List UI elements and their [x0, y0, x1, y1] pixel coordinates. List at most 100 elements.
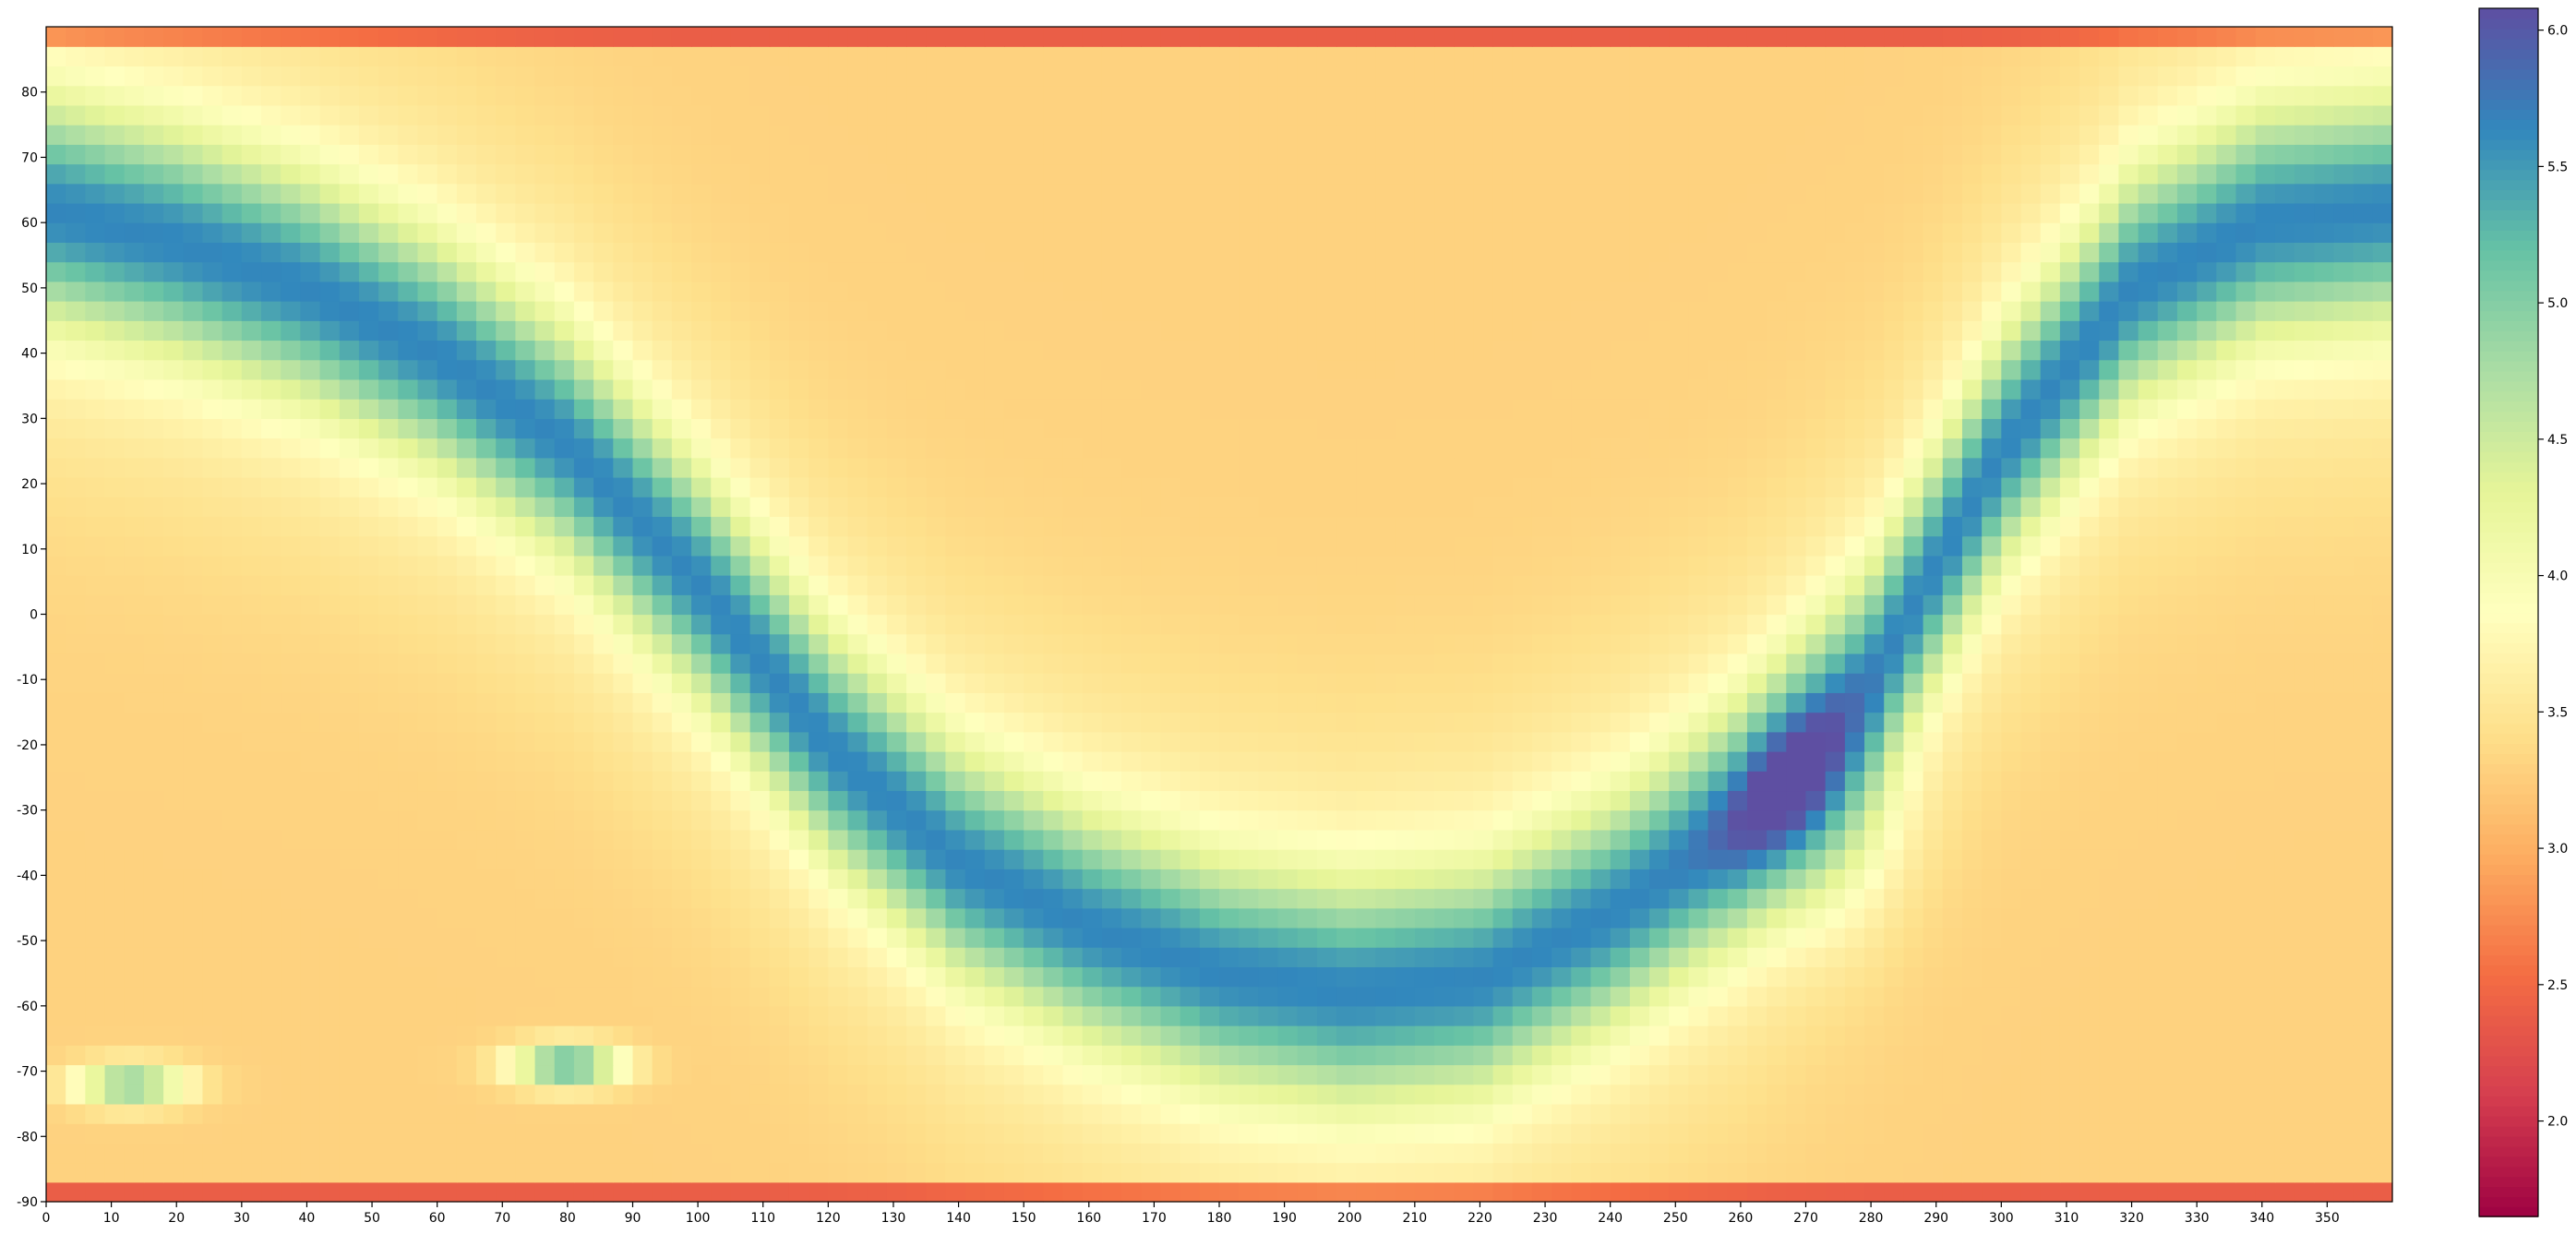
heatmap-cell	[1688, 888, 1709, 909]
heatmap-cell	[2020, 1181, 2042, 1203]
heatmap-cell	[1844, 535, 1865, 557]
heatmap-cell	[593, 633, 614, 654]
heatmap-cell	[1043, 1162, 1064, 1183]
heatmap-cell	[573, 1025, 594, 1046]
heatmap-cell	[1707, 516, 1729, 537]
heatmap-cell	[1786, 457, 1807, 478]
heatmap-cell	[573, 849, 594, 869]
heatmap-cell	[554, 594, 575, 616]
heatmap-cell	[945, 869, 966, 890]
heatmap-cell	[339, 692, 360, 713]
heatmap-cell	[66, 966, 86, 988]
heatmap-cell	[2079, 1084, 2100, 1105]
heatmap-cell	[1942, 888, 1963, 909]
heatmap-cell	[1727, 849, 1748, 869]
heatmap-cell	[984, 869, 1005, 890]
heatmap-cell	[965, 927, 986, 948]
heatmap-cell	[1961, 1103, 1983, 1124]
heatmap-cell	[1746, 966, 1767, 988]
heatmap-cell	[1454, 986, 1474, 1007]
heatmap-cell	[1297, 809, 1318, 831]
heatmap-cell	[2255, 1143, 2276, 1164]
heatmap-cell	[104, 869, 126, 890]
heatmap-cell	[906, 1143, 927, 1164]
heatmap-cell	[2118, 849, 2139, 869]
heatmap-cell	[1649, 986, 1670, 1007]
heatmap-cell	[1864, 869, 1885, 890]
heatmap-cell	[788, 653, 809, 674]
heatmap-cell	[1844, 1162, 1865, 1183]
heatmap-cell	[711, 907, 732, 928]
heatmap-cell	[1629, 516, 1650, 537]
heatmap-cell	[124, 1143, 145, 1164]
heatmap-cell	[2099, 947, 2120, 967]
heatmap-cell	[1746, 516, 1767, 537]
heatmap-cell	[1356, 497, 1377, 518]
heatmap-cell	[1297, 927, 1318, 948]
heatmap-cell	[847, 809, 869, 831]
heatmap-cell	[1864, 1103, 1885, 1124]
heatmap-cell	[2059, 751, 2080, 772]
heatmap-cell	[222, 927, 243, 948]
heatmap-cell	[1473, 535, 1494, 557]
heatmap-cell	[183, 907, 204, 928]
heatmap-cell	[456, 555, 477, 576]
heatmap-cell	[300, 731, 321, 752]
heatmap-cell	[965, 594, 986, 616]
heatmap-cell	[613, 1084, 634, 1105]
heatmap-cell	[1707, 1025, 1729, 1046]
heatmap-cell	[2079, 947, 2100, 967]
heatmap-cell	[554, 692, 575, 713]
heatmap-cell	[281, 476, 301, 497]
heatmap-cell	[1571, 869, 1592, 890]
heatmap-cell	[2333, 829, 2354, 850]
heatmap-cell	[163, 947, 184, 967]
heatmap-cell	[1629, 1025, 1650, 1046]
heatmap-cell	[1727, 907, 1748, 928]
heatmap-cell	[1767, 1162, 1787, 1183]
heatmap-cell	[261, 516, 282, 537]
heatmap-cell	[358, 907, 379, 928]
heatmap-cell	[2138, 731, 2159, 752]
heatmap-cell	[749, 1181, 771, 1203]
heatmap-cell	[613, 1181, 634, 1203]
heatmap-cell	[1649, 535, 1670, 557]
heatmap-cell	[1825, 516, 1846, 537]
heatmap-cell	[1239, 516, 1259, 537]
heatmap-cell	[788, 1181, 809, 1203]
heatmap-cell	[1786, 1045, 1807, 1066]
heatmap-cell	[261, 437, 282, 459]
heatmap-cell	[398, 927, 419, 948]
heatmap-cell	[1688, 457, 1709, 478]
heatmap-cell	[104, 849, 126, 869]
heatmap-cell	[358, 1123, 379, 1144]
heatmap-cell	[456, 1045, 477, 1066]
heatmap-cell	[2216, 575, 2237, 595]
heatmap-cell	[1903, 575, 1924, 595]
heatmap-cell	[1239, 888, 1259, 909]
heatmap-cell	[1767, 594, 1787, 616]
heatmap-cell	[1571, 399, 1592, 419]
heatmap-cell	[1121, 1103, 1142, 1124]
heatmap-cell	[1629, 1103, 1650, 1124]
heatmap-cell	[1746, 535, 1767, 557]
heatmap-cell	[730, 712, 751, 733]
heatmap-cell	[358, 731, 379, 752]
heatmap-cell	[515, 1005, 536, 1026]
heatmap-cell	[378, 1045, 399, 1066]
heatmap-cell	[1669, 1123, 1689, 1144]
heatmap-cell	[1531, 1064, 1552, 1085]
heatmap-cell	[1629, 809, 1650, 831]
heatmap-cell	[437, 575, 458, 595]
heatmap-cell	[300, 790, 321, 811]
heatmap-cell	[2040, 1162, 2061, 1183]
heatmap-cell	[1024, 809, 1044, 831]
heatmap-cell	[1590, 399, 1611, 419]
heatmap-cell	[867, 1025, 888, 1046]
heatmap-cell	[85, 1045, 106, 1066]
heatmap-cell	[1101, 378, 1122, 400]
heatmap-cell	[496, 907, 516, 928]
heatmap-cell	[867, 535, 888, 557]
heatmap-cell	[515, 437, 536, 459]
heatmap-cell	[1454, 1123, 1474, 1144]
